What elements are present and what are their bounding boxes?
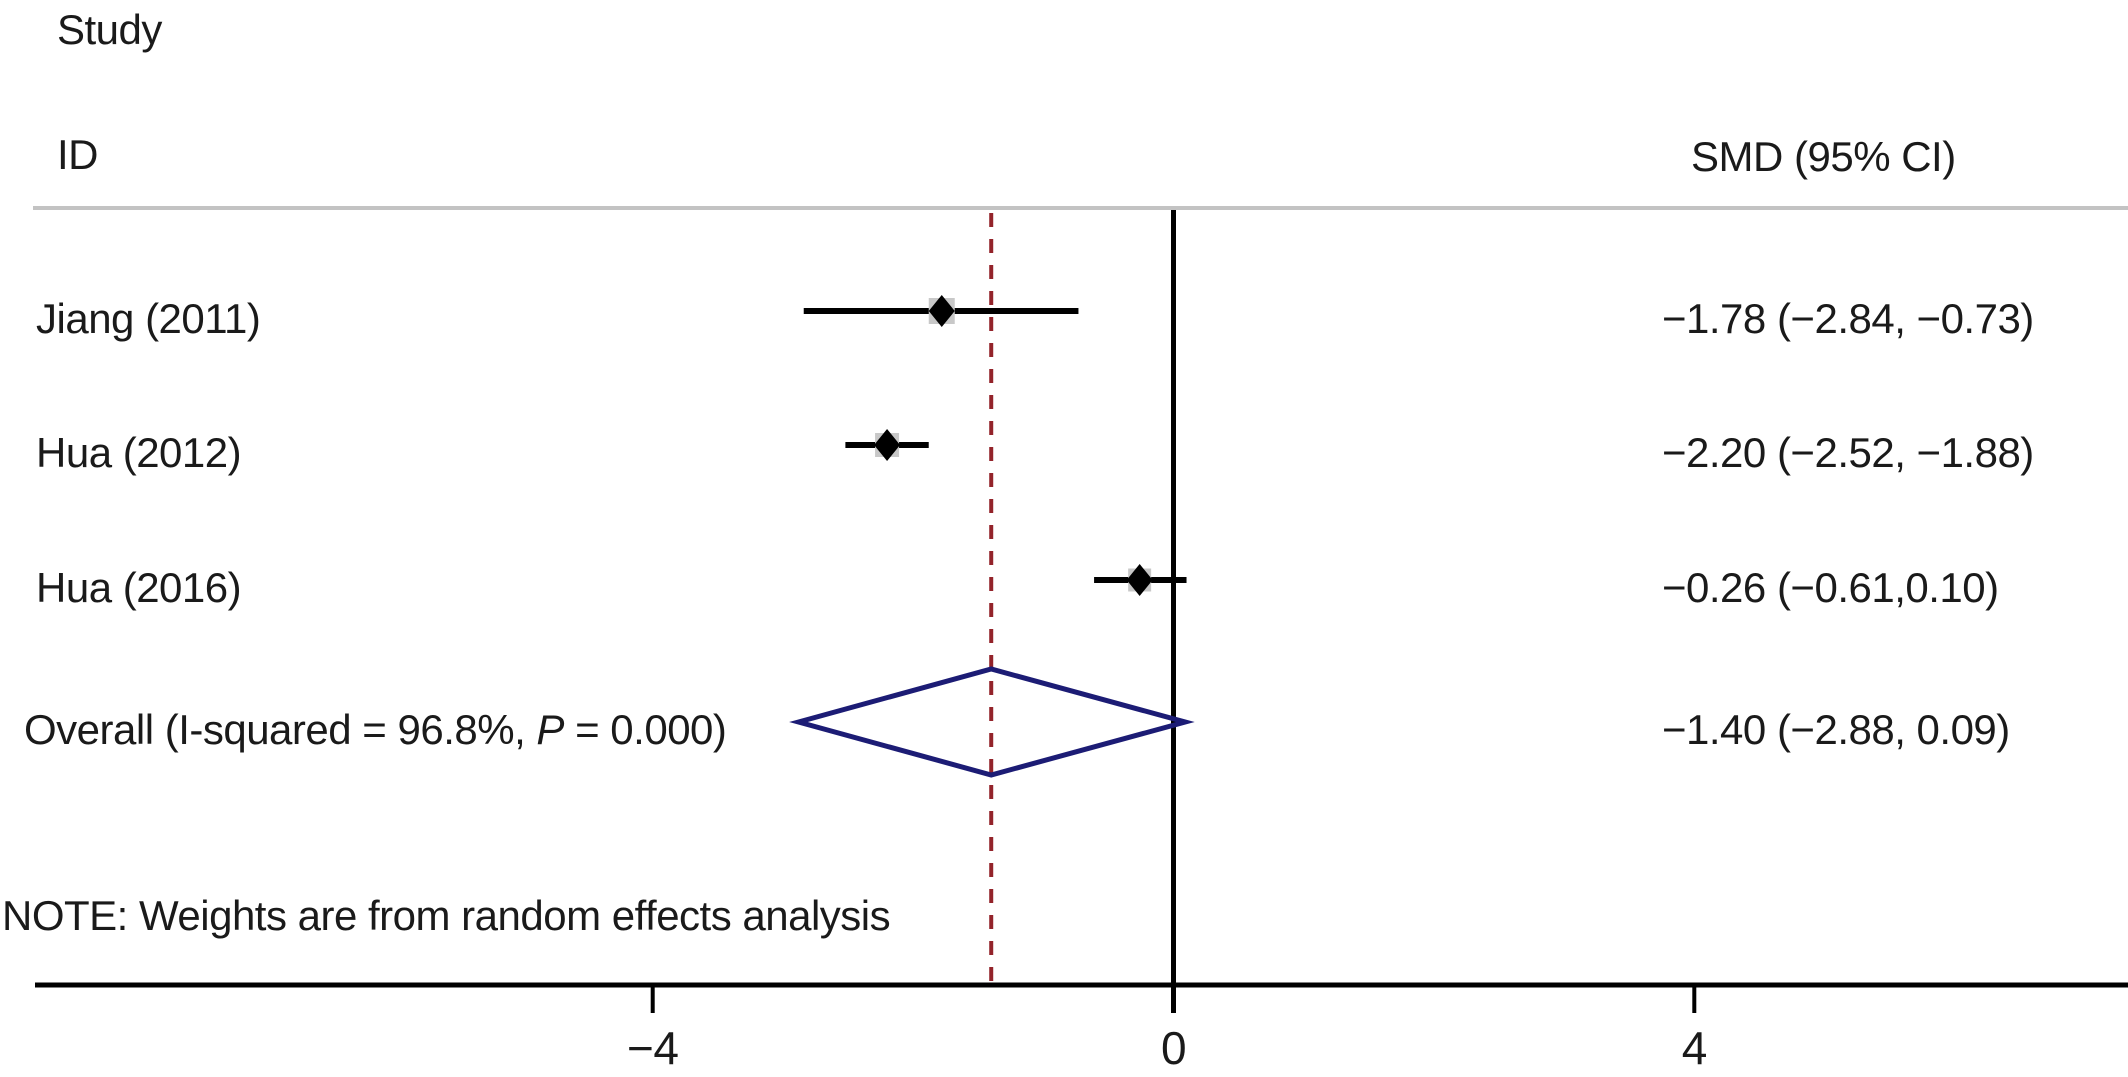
overall-label-p: P <box>536 706 564 753</box>
effect-marker <box>1126 564 1153 596</box>
x-tick-label: 4 <box>1681 1022 1708 1074</box>
overall-value: −1.40 (−2.88, 0.09) <box>1662 706 2010 753</box>
effect-marker <box>874 429 901 461</box>
column-header-smd-ci: SMD (95% CI) <box>1691 133 1956 180</box>
note-text: NOTE: Weights are from random effects an… <box>2 892 891 939</box>
overall-label: Overall (I-squared = 96.8%, P = 0.000) <box>24 706 727 753</box>
overall-diamond <box>789 666 1195 778</box>
x-tick-label: 0 <box>1160 1022 1187 1074</box>
study-value: −1.78 (−2.84, −0.73) <box>1662 295 2034 342</box>
effect-marker <box>928 295 955 327</box>
study-label: Hua (2016) <box>36 564 242 611</box>
column-header-id: ID <box>57 131 99 178</box>
study-label: Hua (2012) <box>36 429 242 476</box>
study-value: −2.20 (−2.52, −1.88) <box>1662 429 2034 476</box>
overall-label-post: = 0.000) <box>563 706 727 753</box>
overall-label-pre: Overall (I-squared = 96.8%, <box>24 706 537 753</box>
x-tick-label: −4 <box>626 1022 679 1074</box>
study-value: −0.26 (−0.61,0.10) <box>1662 564 1999 611</box>
study-label: Jiang (2011) <box>36 295 261 342</box>
column-header-study: Study <box>57 6 162 53</box>
